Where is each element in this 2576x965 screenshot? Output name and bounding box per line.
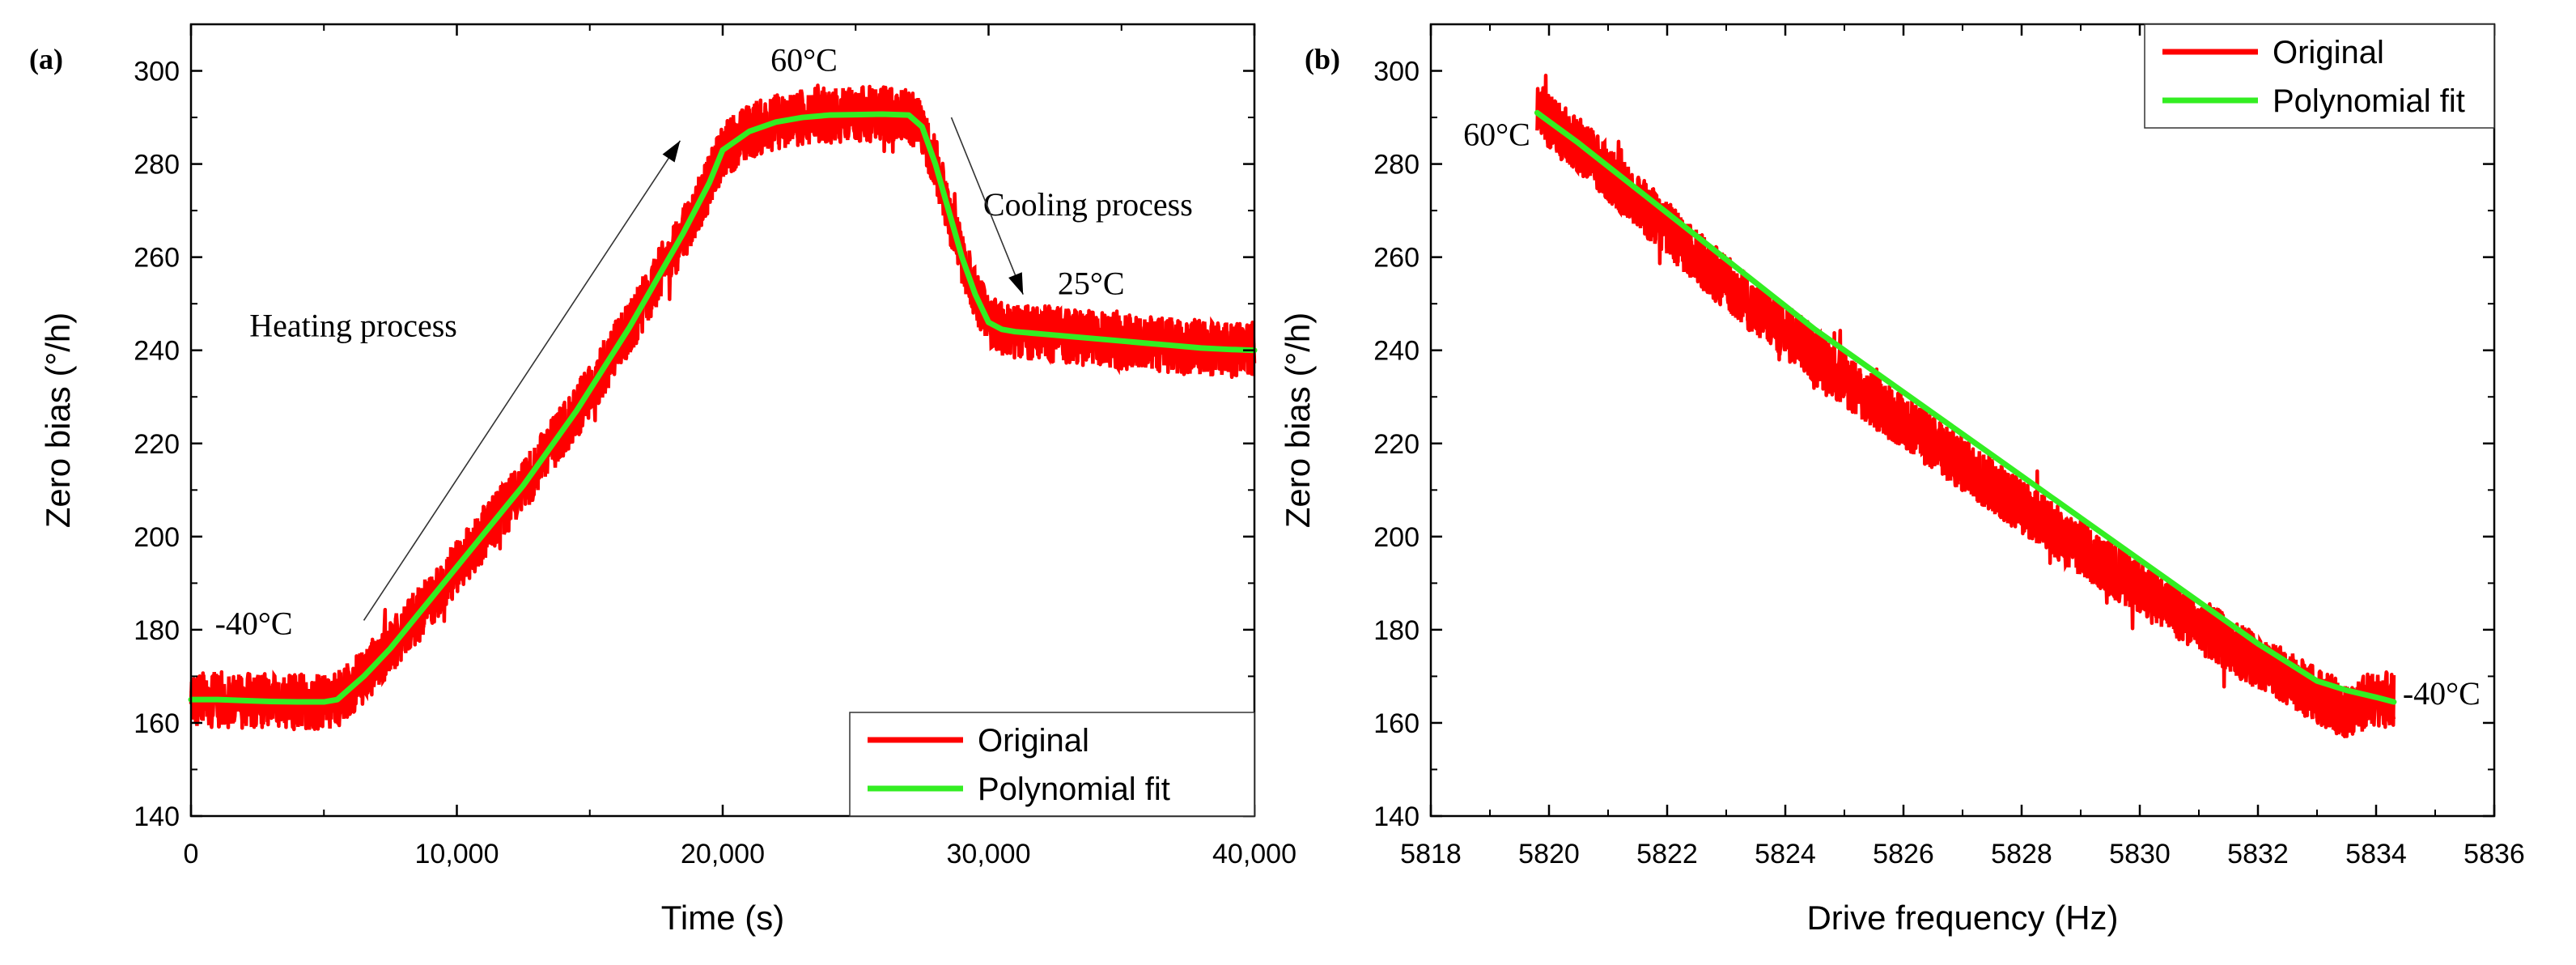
annotation-arrow-head xyxy=(1008,272,1024,295)
x-axis-label: Time (s) xyxy=(661,899,784,937)
y-tick-label: 160 xyxy=(134,708,180,739)
annotation-text: 25°C xyxy=(1058,266,1125,302)
x-tick-label: 5826 xyxy=(1873,839,1934,869)
y-tick-label: 280 xyxy=(134,150,180,181)
x-tick-label: 30,000 xyxy=(947,839,1031,869)
annotation-text: -40°C xyxy=(215,606,293,642)
x-tick-label: 5834 xyxy=(2345,839,2407,869)
y-tick-label: 220 xyxy=(1373,429,1420,460)
y-tick-label: 220 xyxy=(134,429,180,460)
annotation-arrow-line xyxy=(950,117,1024,295)
y-tick-label: 160 xyxy=(1373,708,1420,739)
x-tick-label: 5828 xyxy=(1991,839,2052,869)
x-tick-label: 5832 xyxy=(2227,839,2289,869)
annotation-text: -40°C xyxy=(2403,675,2481,712)
y-tick-label: 140 xyxy=(134,801,180,832)
annotation-arrow-line xyxy=(363,140,681,621)
annotation-arrow-head xyxy=(662,140,681,163)
x-tick-label: 5820 xyxy=(1518,839,1580,869)
annotation-text: 60°C xyxy=(770,42,838,79)
annotation-text: 60°C xyxy=(1463,117,1530,153)
legend-entry-label: Original xyxy=(978,723,1089,759)
y-tick-label: 300 xyxy=(134,57,180,87)
series-original-line xyxy=(1535,94,2396,735)
panel-label: (a) xyxy=(29,43,63,75)
y-tick-label: 240 xyxy=(134,336,180,367)
series-polynomial-fit-line xyxy=(1534,109,2397,705)
legend-box xyxy=(2144,23,2495,129)
annotation-text: Cooling process xyxy=(983,186,1193,223)
legend-entry-label: Polynomial fit xyxy=(2273,83,2465,119)
x-tick-label: 5836 xyxy=(2464,839,2525,869)
x-axis-label: Drive frequency (Hz) xyxy=(1806,899,2118,937)
x-tick-label: 5824 xyxy=(1755,839,1816,869)
y-tick-label: 280 xyxy=(1373,150,1420,181)
legend-entry-label: Original xyxy=(2273,35,2384,70)
annotation-text: Heating process xyxy=(249,307,457,343)
y-axis-label: Zero bias (°/h) xyxy=(39,312,77,529)
x-tick-label: 0 xyxy=(184,839,199,869)
x-tick-label: 5818 xyxy=(1400,839,1462,869)
y-tick-label: 200 xyxy=(1373,522,1420,553)
y-axis-label: Zero bias (°/h) xyxy=(1279,312,1317,529)
x-tick-label: 20,000 xyxy=(681,839,765,869)
y-tick-label: 180 xyxy=(134,615,180,646)
y-tick-label: 260 xyxy=(134,243,180,274)
panel-b-chart: (b) 5818 5820 5822 5824 5826 5828 5830 5832 5834 5… xyxy=(1279,23,2525,937)
y-tick-label: 260 xyxy=(1373,243,1420,274)
y-tick-label: 180 xyxy=(1373,615,1420,646)
y-tick-label: 140 xyxy=(1373,801,1420,832)
legend-box xyxy=(849,712,1255,817)
x-tick-label: 5830 xyxy=(2109,839,2171,869)
series-polynomial-fit-line xyxy=(188,111,1258,705)
y-tick-label: 300 xyxy=(1373,57,1420,87)
y-tick-label: 240 xyxy=(1373,336,1420,367)
panel-label: (b) xyxy=(1305,43,1340,75)
x-tick-label: 5822 xyxy=(1636,839,1698,869)
panel-a-chart: (a) 0 10,000 20,000 30,000 40,000 140 160 180 200… xyxy=(29,23,1296,937)
x-tick-label: 40,000 xyxy=(1212,839,1296,869)
x-tick-label: 10,000 xyxy=(415,839,499,869)
legend-entry-label: Polynomial fit xyxy=(978,772,1170,807)
y-tick-label: 200 xyxy=(134,522,180,553)
